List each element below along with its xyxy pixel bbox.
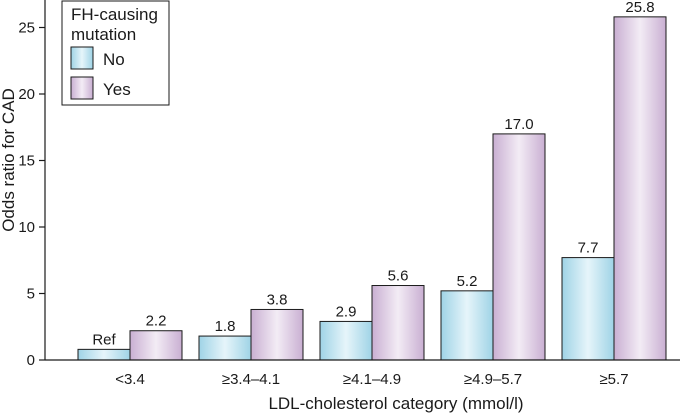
y-tick-label: 25 [18,20,35,37]
bar-yes-3 [492,133,546,361]
data-label-yes-0: 2.2 [146,313,167,330]
data-label-no-3: 5.2 [457,273,478,290]
bar-no-2 [319,320,373,361]
x-tick-label: ≥3.4–4.1 [222,371,280,388]
legend-title-line1: FH-causing [71,5,158,24]
bar-no-4 [561,257,615,361]
x-axis-tick-labels: <3.4 ≥3.4–4.1 ≥4.1–4.9 ≥4.9–5.7 ≥5.7 [115,371,628,388]
data-label-yes-4: 25.8 [625,0,654,16]
data-label-yes-3: 17.0 [504,116,533,133]
bar-yes-4 [613,16,667,361]
legend-swatch-no [70,46,94,70]
y-tick-label: 10 [18,219,35,236]
data-labels: Ref 2.2 1.8 3.8 2.9 5.6 5.2 17.0 7.7 25.8 [92,0,654,348]
legend-title-line2: mutation [71,25,136,44]
y-tick-label: 0 [27,352,35,369]
bar-yes-0 [129,330,183,361]
bar-yes-2 [371,285,425,361]
data-label-yes-1: 3.8 [267,291,288,308]
data-label-no-1: 1.8 [215,318,236,335]
y-tick-label: 5 [27,286,35,303]
y-tick-label: 20 [18,86,35,103]
bar-no-3 [440,290,494,361]
bar-no-0 [77,348,131,361]
data-label-no-0: Ref [92,331,116,348]
y-axis-title: Odds ratio for CAD [0,88,18,232]
x-axis-title: LDL-cholesterol category (mmol/l) [268,394,523,413]
y-tick-label: 15 [18,153,35,170]
legend-swatch-yes [70,76,94,100]
data-label-no-4: 7.7 [578,240,599,257]
bars [77,16,667,361]
legend-label-yes: Yes [103,80,131,99]
x-tick-label: ≥5.7 [599,371,628,388]
bar-no-1 [198,335,252,361]
x-tick-label: ≥4.9–5.7 [464,371,522,388]
legend: FH-causing mutation No Yes [61,0,170,106]
data-label-yes-2: 5.6 [388,268,409,285]
x-tick-label: <3.4 [115,371,145,388]
x-tick-label: ≥4.1–4.9 [343,371,401,388]
legend-label-no: No [103,50,125,69]
y-axis-ticks: 0 5 10 15 20 25 [18,20,45,369]
bar-yes-1 [250,308,304,361]
data-label-no-2: 2.9 [336,303,357,320]
